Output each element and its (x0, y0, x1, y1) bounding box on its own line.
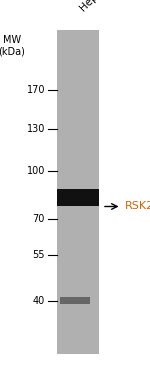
Text: 130: 130 (27, 124, 45, 134)
Bar (57, 30, 99, 354)
Text: RSK2: RSK2 (124, 201, 150, 211)
Bar (57, 189, 99, 207)
Text: MW
(kDa): MW (kDa) (0, 35, 26, 57)
Text: 100: 100 (27, 166, 45, 176)
Text: 170: 170 (27, 85, 45, 94)
Text: 55: 55 (33, 250, 45, 260)
Text: HepG2: HepG2 (78, 0, 110, 13)
Bar (60, 297, 90, 304)
Text: 70: 70 (33, 214, 45, 224)
Text: 40: 40 (33, 296, 45, 306)
